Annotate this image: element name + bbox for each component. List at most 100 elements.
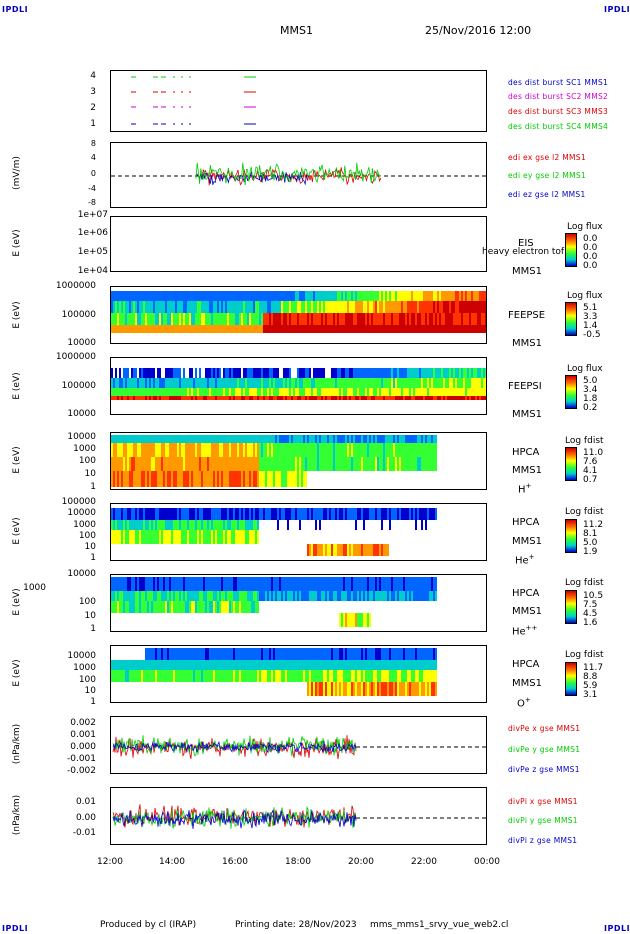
feepse-cell xyxy=(421,301,423,313)
x-tick: 12:00 xyxy=(97,857,123,867)
hpca-o-cell xyxy=(275,670,277,682)
hpca-h-cell xyxy=(317,443,319,457)
hpca-o-cell xyxy=(317,682,319,696)
hpca-he-cell xyxy=(125,508,127,520)
hpca-he-cell xyxy=(383,544,385,556)
hpca-he2-cell xyxy=(331,591,333,601)
hpca-h-cell xyxy=(223,457,225,471)
hpca-he-cell xyxy=(185,508,187,520)
hpca-he-cell xyxy=(423,508,425,520)
hpca-o-cell xyxy=(363,682,365,696)
feepsi-cell xyxy=(267,388,269,396)
feepse-cell xyxy=(275,325,277,333)
hpca-h-cell xyxy=(237,443,239,457)
feepsi-cell xyxy=(165,368,167,378)
hpca-o-cell xyxy=(291,670,293,682)
feepse-cell xyxy=(277,325,279,333)
feepse-cell xyxy=(473,313,475,325)
hpca-he2-cell xyxy=(115,591,117,601)
hpca-h-cell xyxy=(349,435,351,443)
feepse-cell xyxy=(191,325,193,333)
feepse-cell xyxy=(181,313,183,325)
hpca-o-cell xyxy=(173,648,175,660)
hpca-o-cell xyxy=(255,648,257,660)
hpca-o-cell xyxy=(421,682,423,696)
hpca-o-cell xyxy=(291,660,293,670)
feepse-cell xyxy=(283,301,285,313)
hpca-he2-cell xyxy=(263,577,265,591)
feepse-cell xyxy=(211,313,213,325)
feepsi-cell xyxy=(355,388,357,396)
hpca-h-cell xyxy=(211,471,213,487)
hpca-he2-cell xyxy=(141,591,143,601)
hpca-he-cell xyxy=(159,520,161,530)
feepsi-cell xyxy=(243,388,245,396)
hpca-h-cell xyxy=(257,443,259,457)
feepse-cell xyxy=(463,325,465,333)
feepsi-cell xyxy=(207,378,209,388)
divpe-legend-z: divPe z gse MMS1 xyxy=(508,765,580,774)
efield-ytick: -4 xyxy=(88,184,96,193)
hpca-o-cell xyxy=(205,660,207,670)
hpca-o-cell xyxy=(367,670,369,682)
feepse-cell xyxy=(399,313,401,325)
feepse-cell xyxy=(153,291,155,301)
feepsi-cell xyxy=(273,368,275,378)
feepse-cell xyxy=(215,301,217,313)
hpca-o-cell xyxy=(307,648,309,660)
hpca-h-cell xyxy=(399,435,401,443)
feepsi-cell xyxy=(375,368,377,378)
hpca-he2-cell xyxy=(121,577,123,591)
hpca-h-cell xyxy=(283,471,285,487)
feepsi-cell xyxy=(209,396,211,400)
feepse-cell xyxy=(387,301,389,313)
hpca-o-cell xyxy=(197,648,199,660)
hpca-h-cell xyxy=(209,443,211,457)
feepsi-cell xyxy=(167,388,169,396)
feepse-cell xyxy=(431,313,433,325)
hpca-h-cell xyxy=(115,435,117,443)
hpca-o-cell xyxy=(205,670,207,682)
feepse-cell xyxy=(475,313,477,325)
hpca-h-cell xyxy=(359,443,361,457)
corner-label-bottom-left: IPDLI xyxy=(2,924,29,933)
hpca-he-cell xyxy=(433,508,435,520)
feepsi-cell xyxy=(343,388,345,396)
hpca-he2-cell xyxy=(425,591,427,601)
feepsi-cell xyxy=(351,396,353,400)
hpca-he2-cell xyxy=(289,591,291,601)
feepsi-cell xyxy=(141,378,143,388)
feepse-cell xyxy=(307,291,309,301)
feepse-cell xyxy=(241,291,243,301)
hpca-o-cell xyxy=(433,660,435,670)
hpca-h-cell xyxy=(297,471,299,487)
feepsi-cell xyxy=(181,396,183,400)
feepse-colorbar xyxy=(565,302,577,336)
feepse-cell xyxy=(119,313,121,325)
hpca-o-cell xyxy=(383,648,385,660)
hpca-he-cell xyxy=(155,530,157,544)
feepsi-cell xyxy=(197,388,199,396)
feepse-cell xyxy=(177,291,179,301)
hpca-h-cell xyxy=(231,457,233,471)
feepsi-cell xyxy=(183,388,185,396)
feepsi-cell xyxy=(247,378,249,388)
feepse-cell xyxy=(435,313,437,325)
hpca-o-cell xyxy=(369,660,371,670)
hpca-o-cell xyxy=(233,660,235,670)
feepsi-cell xyxy=(463,396,465,400)
hpca-he-cell xyxy=(175,508,177,520)
feepsi-cell xyxy=(423,388,425,396)
hpca-he2-cell xyxy=(237,577,239,591)
hpca-he-cell xyxy=(203,508,205,520)
hpca-he2-cell xyxy=(113,601,115,613)
feepsi-cell xyxy=(367,378,369,388)
hpca-he2-cell xyxy=(393,577,395,591)
hpca-he-cell xyxy=(223,508,225,520)
feepse-cell xyxy=(361,291,363,301)
feepsi-cell xyxy=(415,388,417,396)
feepse-cell xyxy=(431,291,433,301)
hpca-he2-cell xyxy=(303,577,305,591)
hpca-he-cell xyxy=(209,508,211,520)
feepsi-cell xyxy=(367,368,369,378)
